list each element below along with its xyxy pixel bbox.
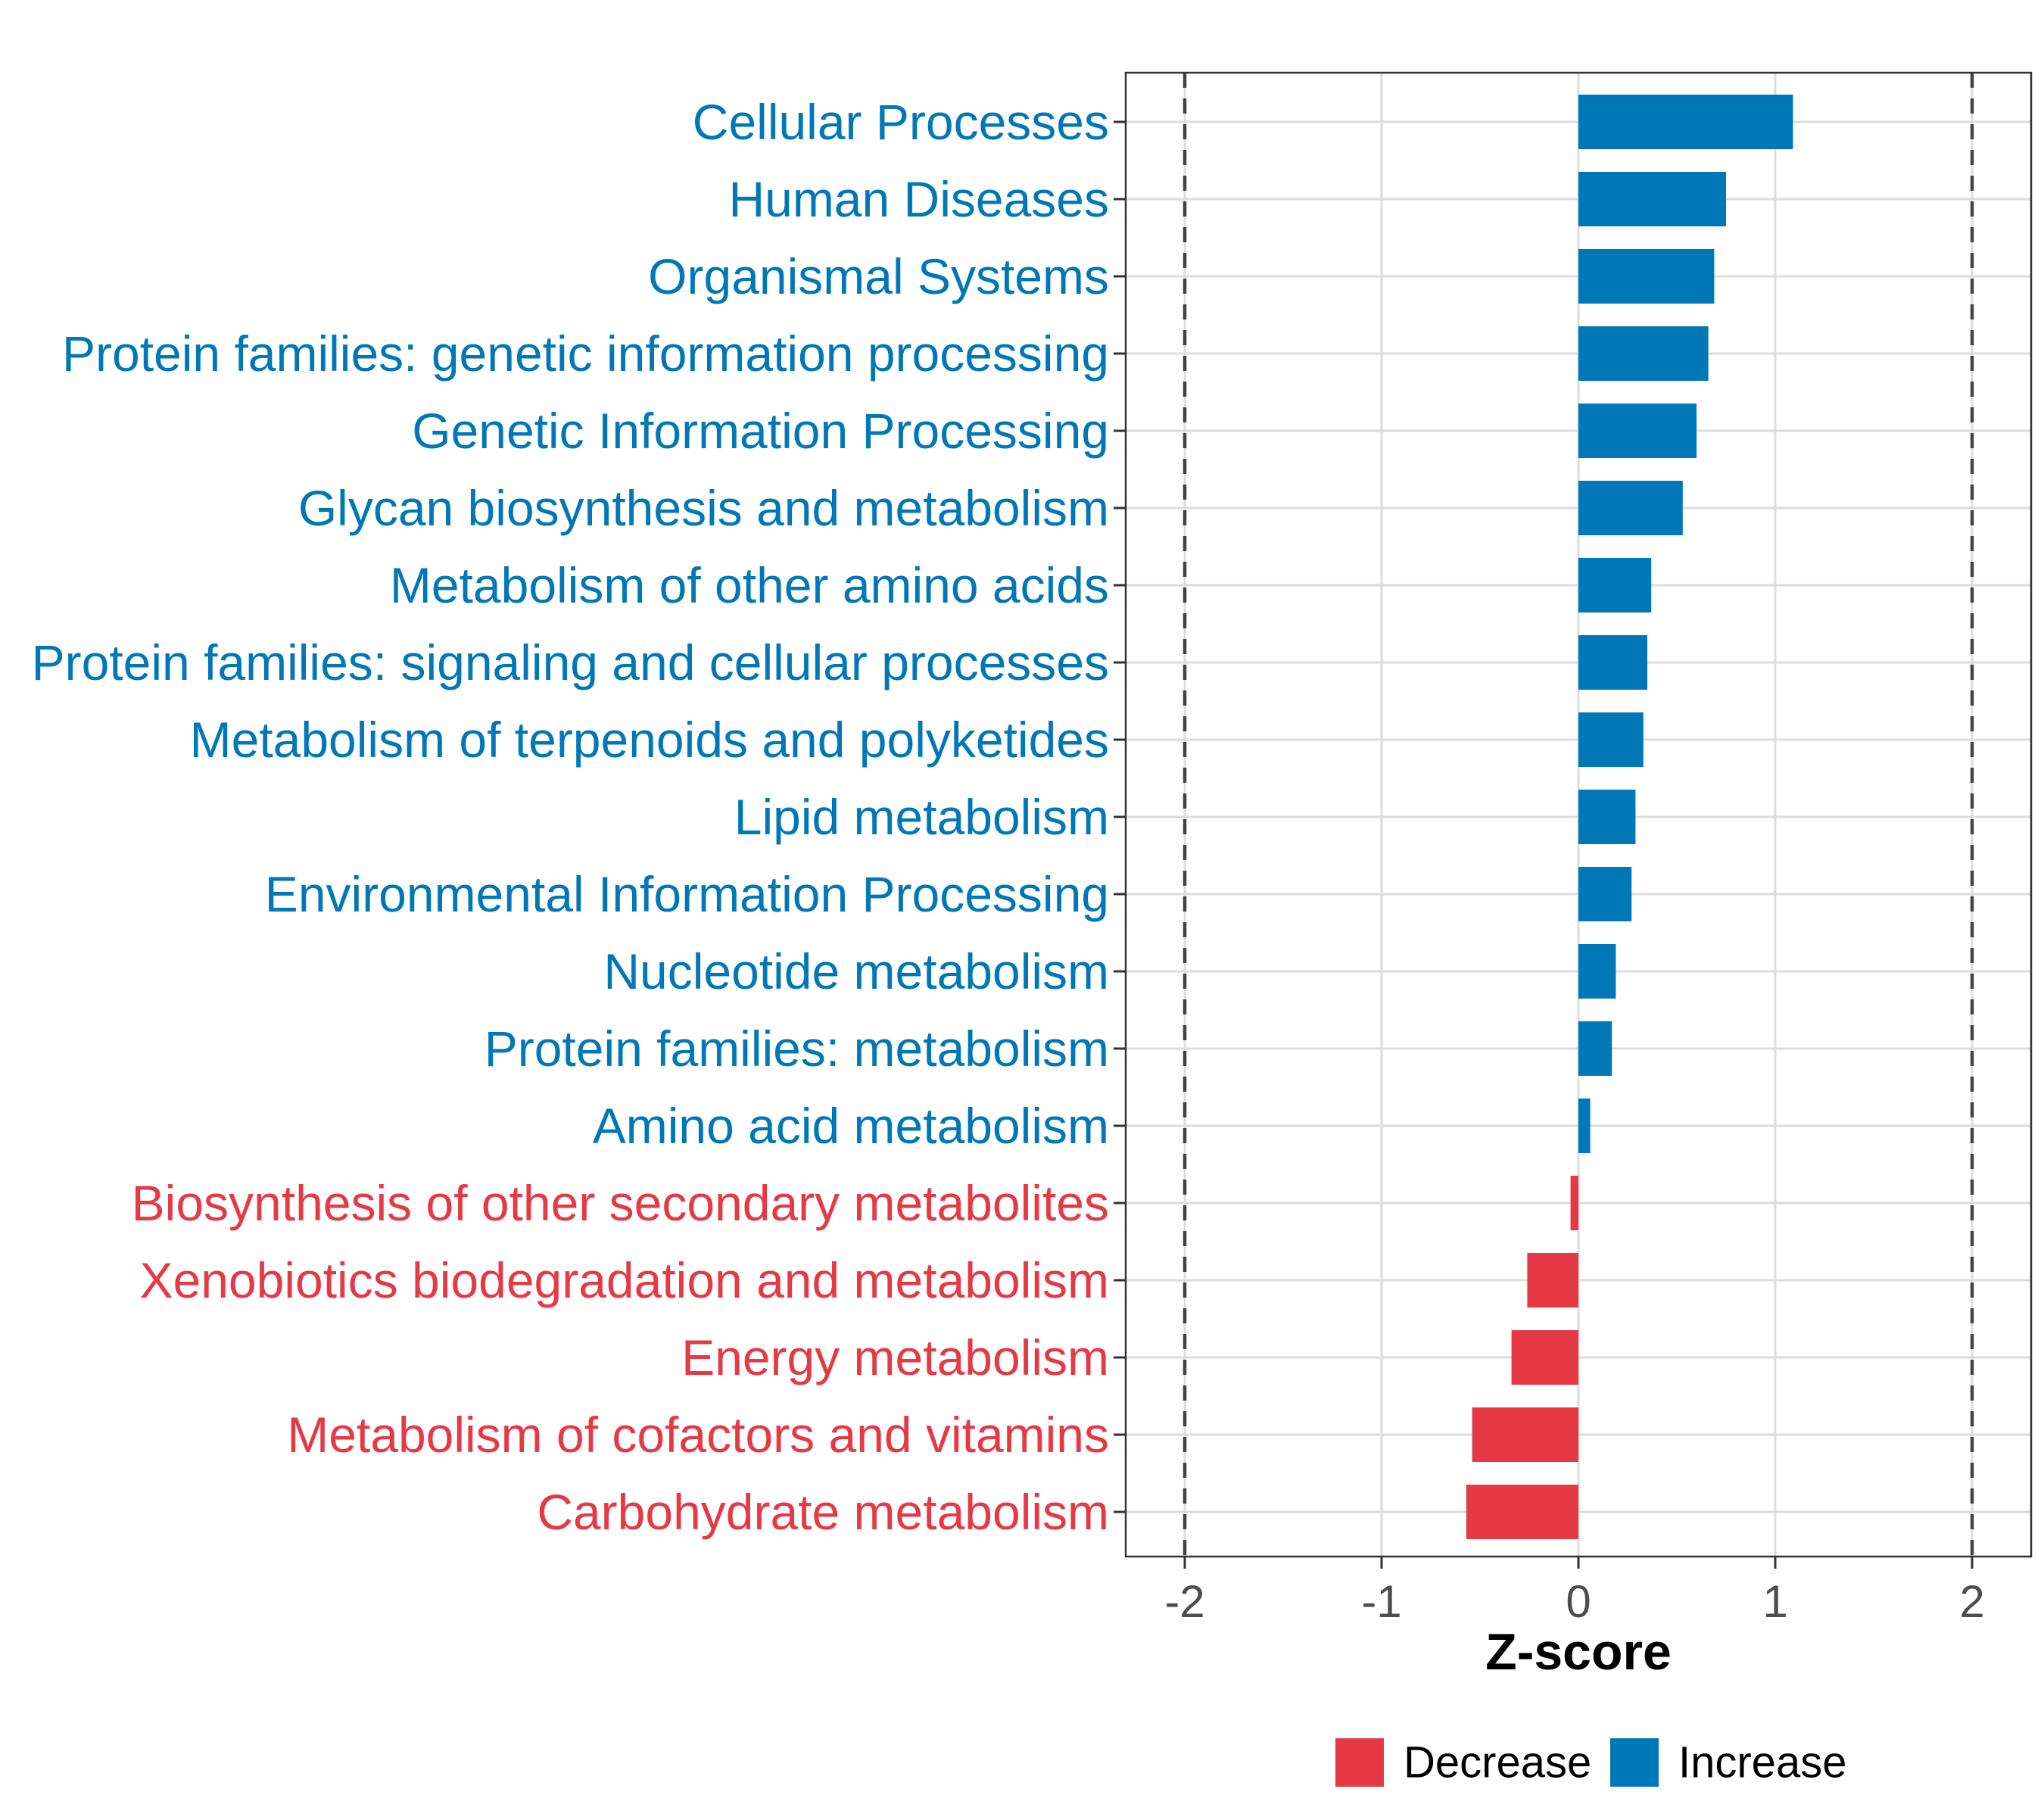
x-axis-ticks: -2 -1 0 1 2 xyxy=(1164,1557,1985,1627)
category-label: Metabolism of other amino acids xyxy=(390,557,1109,613)
bar xyxy=(1578,481,1683,535)
category-label: Human Diseases xyxy=(728,171,1109,227)
category-label: Amino acid metabolism xyxy=(593,1098,1109,1154)
bar xyxy=(1527,1253,1578,1307)
legend: Decrease Increase xyxy=(1335,1738,1846,1787)
category-label: Protein families: genetic information pr… xyxy=(62,326,1109,382)
bar xyxy=(1578,558,1652,612)
legend-label: Increase xyxy=(1678,1738,1846,1787)
category-label: Biosynthesis of other secondary metaboli… xyxy=(132,1175,1109,1231)
category-label: Environmental Information Processing xyxy=(265,866,1109,922)
threshold-lines xyxy=(1182,73,1974,1557)
x-tick-label: 1 xyxy=(1762,1576,1787,1627)
bar xyxy=(1578,1099,1591,1153)
bar xyxy=(1578,867,1632,921)
y-axis-ticks xyxy=(1114,120,1126,1513)
bar-layer xyxy=(1466,95,1793,1539)
bar xyxy=(1466,1485,1578,1539)
category-label: Glycan biosynthesis and metabolism xyxy=(298,480,1109,536)
y-axis-labels: Cellular Processes Human Diseases Organism… xyxy=(32,94,1109,1540)
legend-swatch xyxy=(1610,1738,1659,1787)
bar xyxy=(1578,712,1644,767)
category-label: Metabolism of terpenoids and polyketides xyxy=(190,712,1109,768)
x-tick-label: -2 xyxy=(1164,1576,1204,1627)
bar xyxy=(1578,1021,1612,1076)
category-label: Genetic Information Processing xyxy=(412,403,1109,459)
bar xyxy=(1578,944,1616,999)
bar xyxy=(1578,172,1726,226)
bar xyxy=(1511,1330,1578,1385)
category-label: Nucleotide metabolism xyxy=(603,943,1109,999)
bar xyxy=(1578,404,1697,458)
category-label: Energy metabolism xyxy=(681,1329,1109,1385)
category-label: Carbohydrate metabolism xyxy=(537,1484,1109,1540)
category-label: Cellular Processes xyxy=(693,94,1109,150)
bar xyxy=(1578,790,1636,844)
x-tick-label: 2 xyxy=(1959,1576,1984,1627)
category-label: Xenobiotics biodegradation and metabolis… xyxy=(140,1252,1110,1308)
category-label: Metabolism of cofactors and vitamins xyxy=(287,1407,1109,1463)
bar xyxy=(1578,326,1709,381)
x-tick-label: 0 xyxy=(1566,1576,1591,1627)
bar xyxy=(1570,1176,1578,1230)
category-label: Protein families: metabolism xyxy=(485,1021,1109,1077)
legend-swatch xyxy=(1335,1738,1384,1787)
category-label: Protein families: signaling and cellular… xyxy=(32,634,1109,690)
x-axis-title: Z-score xyxy=(1485,1623,1672,1681)
category-label: Lipid metabolism xyxy=(734,789,1109,845)
category-label: Organismal Systems xyxy=(648,248,1109,304)
x-tick-label: -1 xyxy=(1361,1576,1401,1627)
legend-label: Decrease xyxy=(1404,1738,1591,1787)
bar xyxy=(1578,249,1715,304)
bar xyxy=(1578,635,1647,690)
bar xyxy=(1472,1407,1578,1462)
bar xyxy=(1578,95,1793,149)
